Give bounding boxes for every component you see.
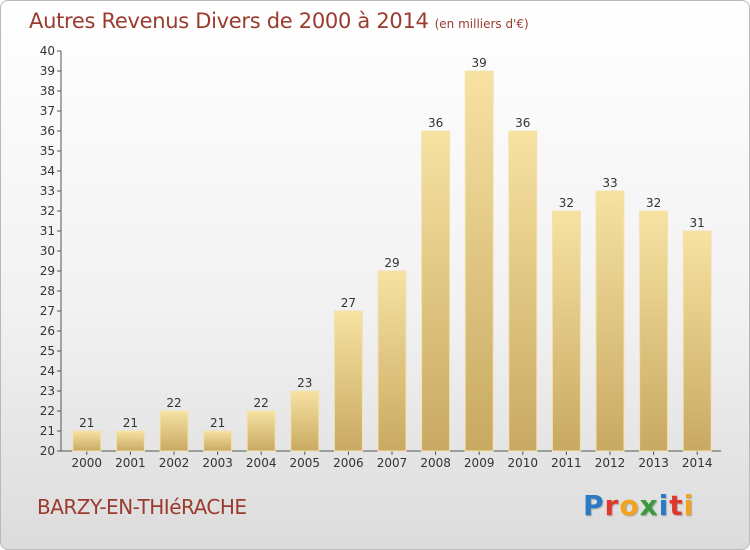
bar-2007: [377, 270, 407, 452]
y-tick-label: 21: [40, 424, 55, 438]
data-label-2011: 32: [559, 196, 574, 210]
y-tick-label: 20: [40, 444, 55, 458]
data-label-2014: 31: [690, 216, 705, 230]
bar-2003: [203, 430, 233, 452]
x-tick-label-2013: 2013: [638, 456, 669, 470]
data-label-2012: 33: [602, 176, 617, 190]
y-tick-label: 26: [40, 324, 55, 338]
x-tick-label-2005: 2005: [290, 456, 321, 470]
data-label-2004: 22: [254, 396, 269, 410]
y-tick-label: 32: [40, 204, 55, 218]
x-tick-label-2009: 2009: [464, 456, 495, 470]
data-label-2006: 27: [341, 296, 356, 310]
bar-2004: [246, 410, 276, 452]
data-label-2008: 36: [428, 116, 443, 130]
x-tick-label-2001: 2001: [115, 456, 146, 470]
x-tick-label-2011: 2011: [551, 456, 582, 470]
x-tick-label-2000: 2000: [72, 456, 103, 470]
x-tick-label-2008: 2008: [420, 456, 451, 470]
data-label-2009: 39: [472, 56, 487, 70]
y-tick-label: 22: [40, 404, 55, 418]
bar-2011: [551, 210, 581, 452]
y-tick-label: 33: [40, 184, 55, 198]
bar-2001: [115, 430, 145, 452]
logo-letter: o: [619, 489, 640, 522]
bar-2006: [333, 310, 363, 452]
x-tick-label-2007: 2007: [377, 456, 408, 470]
y-tick-label: 25: [40, 344, 55, 358]
bar-2013: [639, 210, 669, 452]
logo-letter: i: [658, 489, 670, 522]
data-label-2013: 32: [646, 196, 661, 210]
y-tick-label: 30: [40, 244, 55, 258]
logo-letter: P: [583, 489, 605, 522]
bar-2009: [464, 70, 494, 452]
logo-letter: i: [683, 489, 695, 522]
y-tick-label: 31: [40, 224, 55, 238]
y-tick-label: 36: [40, 124, 55, 138]
y-tick-label: 27: [40, 304, 55, 318]
y-tick-label: 38: [40, 84, 55, 98]
x-tick-label-2002: 2002: [159, 456, 190, 470]
data-label-2002: 22: [166, 396, 181, 410]
data-label-2010: 36: [515, 116, 530, 130]
x-tick-label-2004: 2004: [246, 456, 277, 470]
data-label-2000: 21: [79, 416, 94, 430]
x-tick-label-2003: 2003: [202, 456, 233, 470]
bar-2000: [72, 430, 102, 452]
logo-letter: t: [669, 489, 684, 522]
chart-title: Autres Revenus Divers de 2000 à 2014 (en …: [29, 9, 529, 33]
y-tick-label: 23: [40, 384, 55, 398]
y-tick-label: 37: [40, 104, 55, 118]
x-tick-label-2010: 2010: [508, 456, 539, 470]
logo-letter: x: [639, 489, 659, 522]
x-tick-label-2014: 2014: [682, 456, 713, 470]
data-label-2003: 21: [210, 416, 225, 430]
y-tick-label: 28: [40, 284, 55, 298]
data-label-2001: 21: [123, 416, 138, 430]
bar-2010: [508, 130, 538, 452]
x-tick-label-2006: 2006: [333, 456, 364, 470]
y-tick-label: 40: [40, 44, 55, 58]
axes: 20 21 22 23 24 25 26 27 28 29 30 31 32 33 34 35 36 37 38 39…: [40, 44, 721, 470]
bar-2014: [682, 230, 712, 452]
y-tick-label: 35: [40, 144, 55, 158]
y-tick-label: 39: [40, 64, 55, 78]
chart-subtitle: (en milliers d'€): [434, 17, 529, 31]
y-tick-label: 34: [40, 164, 55, 178]
y-tick-label: 24: [40, 364, 55, 378]
data-label-2005: 23: [297, 376, 312, 390]
chart-title-text: Autres Revenus Divers de 2000 à 2014: [29, 9, 429, 33]
data-labels: 21 21 22 21 22 23 27 29 36 39 36 32 33 32 31: [79, 56, 705, 430]
logo-letter: r: [604, 489, 620, 522]
bar-2002: [159, 410, 189, 452]
data-label-2007: 29: [384, 256, 399, 270]
bars: [72, 70, 712, 452]
bar-2005: [290, 390, 320, 452]
proxiti-logo: Proxiti: [583, 489, 694, 522]
x-tick-label-2012: 2012: [595, 456, 626, 470]
y-tick-label: 29: [40, 264, 55, 278]
bar-2012: [595, 190, 625, 452]
bar-2008: [421, 130, 451, 452]
place-name: BARZY-EN-THIéRACHE: [37, 495, 247, 519]
